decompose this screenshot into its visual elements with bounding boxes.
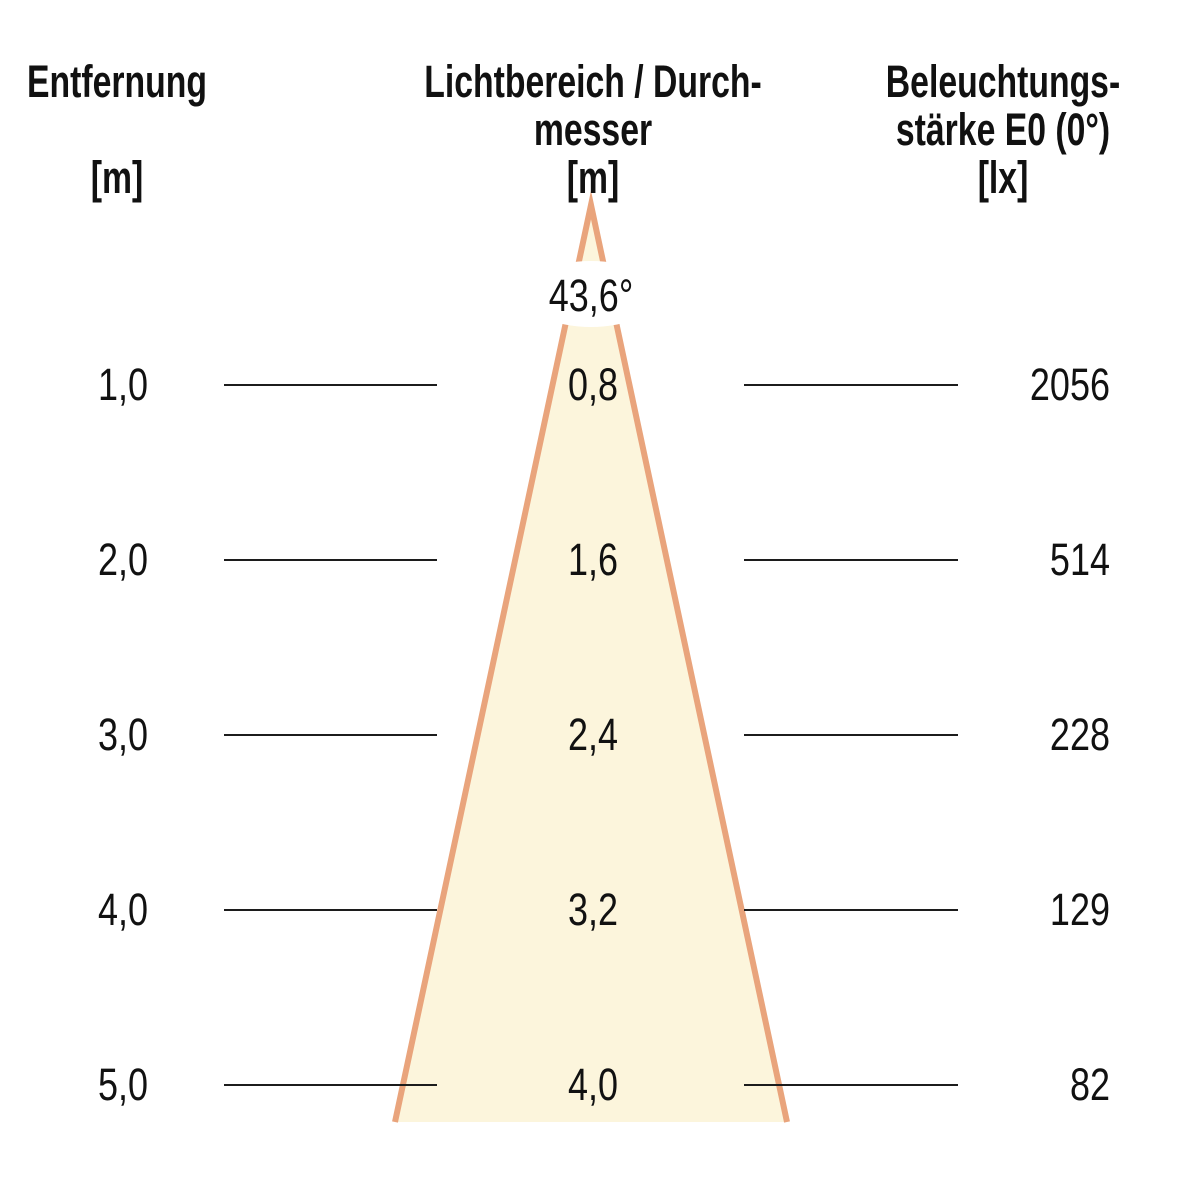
header-line: Lichtbereich / Durch- [424, 56, 762, 107]
distance-value: 1,0 [97, 359, 148, 410]
beam-angle-label: 43,6° [548, 270, 634, 321]
illuminance-value: 228 [1049, 709, 1110, 760]
header-unit-distance: [m] [90, 152, 144, 203]
beam-angle-label-halo [523, 261, 659, 327]
header-line: Beleuchtungs- [885, 56, 1121, 107]
light-cone-fill [395, 205, 787, 1122]
diameter-value: 3,2 [567, 884, 619, 935]
header-unit-diameter: [m] [566, 152, 620, 203]
row-line-right [744, 734, 958, 736]
row-line-right [744, 909, 958, 911]
diameter-value: 2,4 [567, 709, 619, 760]
column-header-diameter: Lichtbereich / Durch- messer [m] [368, 58, 818, 202]
distance-value: 4,0 [97, 884, 148, 935]
distance-value: 5,0 [97, 1059, 148, 1110]
diameter-value: 1,6 [567, 534, 619, 585]
row-line-right [744, 1084, 958, 1086]
distance-value: 2,0 [97, 534, 148, 585]
header-unit-illuminance: [lx] [977, 152, 1029, 203]
illuminance-value: 2056 [1029, 359, 1110, 410]
row-line-left [224, 1084, 437, 1086]
illuminance-value: 82 [1069, 1059, 1110, 1110]
diameter-value: 0,8 [567, 359, 619, 410]
row-line-left [224, 909, 437, 911]
header-line: stärke E0 (0°) [895, 104, 1111, 155]
illuminance-value: 129 [1049, 884, 1110, 935]
diameter-value: 4,0 [567, 1059, 619, 1110]
header-line: Entfernung [27, 56, 207, 107]
row-line-right [744, 384, 958, 386]
distance-value: 3,0 [97, 709, 148, 760]
column-header-illuminance: Beleuchtungs- stärke E0 (0°) [lx] [778, 58, 1182, 202]
illuminance-value: 514 [1049, 534, 1110, 585]
column-header-distance: Entfernung [m] [0, 58, 342, 202]
header-line [0, 106, 342, 154]
row-line-left [224, 559, 437, 561]
row-line-right [744, 559, 958, 561]
header-line: messer [533, 104, 653, 155]
row-line-left [224, 734, 437, 736]
row-line-left [224, 384, 437, 386]
light-cone-edges [392, 190, 790, 1123]
